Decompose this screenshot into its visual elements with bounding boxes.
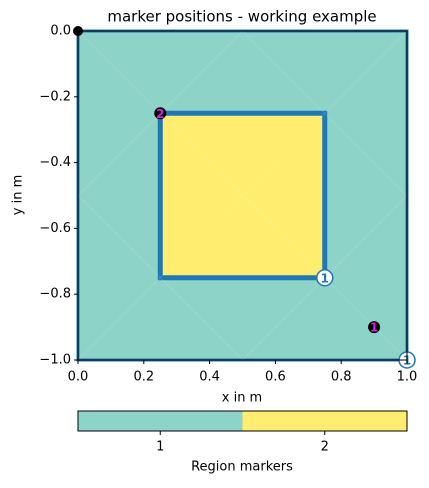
x-tick-label: 0.8: [331, 370, 352, 385]
x-axis-label: x in m: [222, 391, 262, 406]
colorbar-segment: [78, 411, 243, 431]
y-tick-label: 0.0: [50, 24, 71, 39]
node-marker: [316, 269, 334, 287]
y-tick-label: −0.4: [39, 155, 71, 170]
region-marker-label: 2: [156, 107, 164, 121]
colorbar-segment: [242, 411, 407, 431]
x-tick-label: 0.0: [68, 370, 89, 385]
mesh-edge: [77, 30, 408, 361]
node-marker-label: 1: [321, 271, 329, 285]
colorbar-frame: [77, 410, 408, 432]
x-tick-label: 0.4: [199, 370, 220, 385]
region-marker: [154, 107, 167, 120]
mesh-edge: [77, 195, 243, 361]
x-tick-label: 1.0: [397, 370, 418, 385]
colorbar-label: Region markers: [191, 460, 293, 475]
chart-title: marker positions - working example: [107, 8, 376, 26]
colorbar-tick-label: 2: [321, 440, 329, 455]
plot-frame: [77, 30, 408, 361]
colorbar-tick-label: 1: [156, 440, 164, 455]
y-tick-label: −1.0: [39, 353, 71, 368]
y-axis-label: y in m: [11, 175, 26, 215]
x-tick-label: 0.6: [265, 370, 286, 385]
x-tick-label: 0.2: [133, 370, 154, 385]
y-tick-label: −0.6: [39, 221, 71, 236]
y-tick-label: −0.8: [39, 287, 71, 302]
region-marker: [368, 321, 381, 334]
y-tick-label: −0.2: [39, 89, 71, 104]
mesh-edge: [242, 30, 408, 196]
region-marker-label: 1: [370, 321, 378, 335]
mesh-edge: [77, 30, 408, 361]
